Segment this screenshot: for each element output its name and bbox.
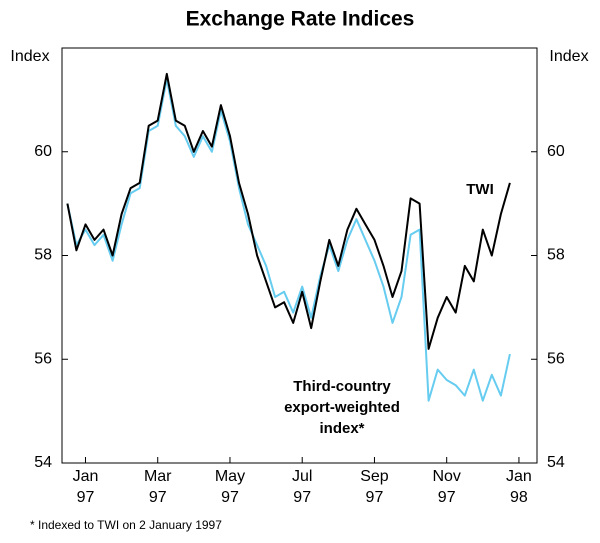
y2-tick-label: 60 [547,143,565,160]
x-tick-label: 97 [77,489,95,506]
annotation: index* [319,420,364,437]
y2-tick-label: 54 [547,454,565,471]
y2-tick-label: 56 [547,350,565,367]
x-tick-label: Mar [144,468,172,485]
y-tick-label: 54 [34,454,52,471]
annotation: Third-country [293,378,391,395]
annotation: export-weighted [284,399,400,416]
y-axis-label: Index [10,48,49,65]
x-tick-label: Jan [506,468,532,485]
y2-axis-label: Index [549,48,588,65]
x-tick-label: 98 [510,489,528,506]
x-tick-label: 97 [366,489,384,506]
x-tick-label: 97 [438,489,456,506]
y-tick-label: 56 [34,350,52,367]
x-tick-label: 97 [149,489,167,506]
x-tick-label: 97 [221,489,239,506]
x-tick-label: Sep [360,468,389,485]
series-line [66,78,511,402]
y-tick-label: 60 [34,143,52,160]
chart-title: Exchange Rate Indices [186,8,415,31]
x-tick-label: May [215,468,245,485]
y-tick-label: 58 [34,247,52,264]
x-tick-label: Jan [73,468,99,485]
series-line [66,72,511,350]
x-tick-label: Jul [292,468,312,485]
annotation: TWI [466,181,494,198]
footnote: * Indexed to TWI on 2 January 1997 [30,518,222,532]
y2-tick-label: 58 [547,247,565,264]
x-tick-label: Nov [432,468,460,485]
x-tick-label: 97 [293,489,311,506]
